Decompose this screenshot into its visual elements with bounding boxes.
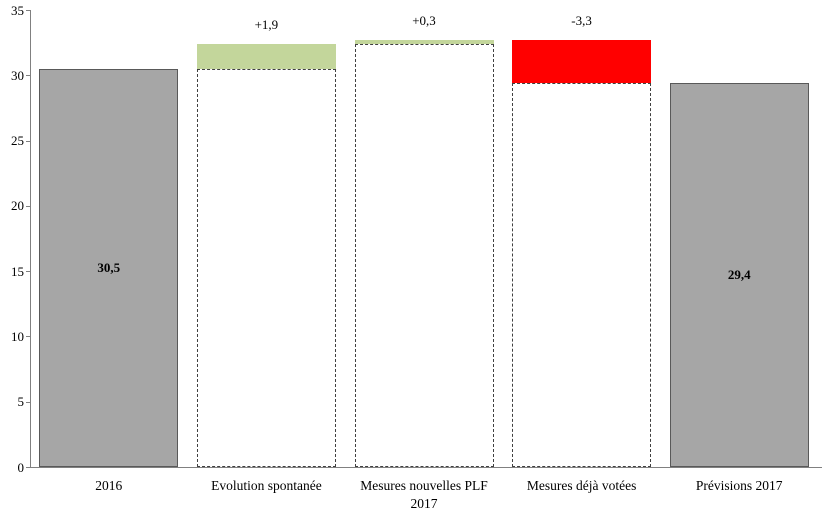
delta-label: +1,9 xyxy=(254,16,279,32)
y-axis-tick-mark xyxy=(26,75,30,77)
y-axis-tick-label: 10 xyxy=(11,328,24,344)
category-label: Mesures déjà votées xyxy=(526,478,637,493)
bar-3-dashed-base xyxy=(354,43,494,467)
bar-5-solid xyxy=(669,83,809,467)
y-axis-tick-label: 20 xyxy=(11,198,24,214)
y-axis-tick-mark xyxy=(26,336,30,338)
bar-4-dashed-base xyxy=(512,83,652,467)
y-axis-tick-label: 35 xyxy=(11,2,24,18)
y-axis-tick-label: 15 xyxy=(11,263,24,279)
bar-value-label: 30,5 xyxy=(97,259,121,275)
category-label: Prévisions 2017 xyxy=(695,478,783,493)
y-axis-tick-label: 25 xyxy=(11,133,24,149)
y-axis-tick-mark xyxy=(26,205,30,207)
y-axis-tick-mark xyxy=(26,10,30,11)
bar-4-segment xyxy=(512,40,652,84)
category-label: 2016 xyxy=(95,478,123,493)
y-axis-tick-label: 0 xyxy=(17,459,25,475)
delta-label: -3,3 xyxy=(571,13,592,29)
bar-value-label: 29,4 xyxy=(727,267,751,283)
delta-label: +0,3 xyxy=(412,13,436,29)
category-label: Evolution spontanée xyxy=(211,478,322,493)
y-axis-line xyxy=(30,10,31,468)
category-label: Mesures nouvelles PLF 2017 xyxy=(360,478,488,511)
y-axis-tick-label: 5 xyxy=(17,394,25,410)
bar-1-solid xyxy=(39,68,179,467)
y-axis-tick-mark xyxy=(26,401,30,403)
y-axis-tick-mark xyxy=(26,467,30,468)
bar-2-segment xyxy=(196,43,336,69)
bar-3-segment xyxy=(354,40,494,44)
bar-2-dashed-base xyxy=(196,68,336,467)
y-axis-tick-mark xyxy=(26,140,30,142)
y-axis-tick-mark xyxy=(26,271,30,273)
y-axis-tick-label: 30 xyxy=(11,67,24,83)
x-axis-line xyxy=(30,467,822,468)
